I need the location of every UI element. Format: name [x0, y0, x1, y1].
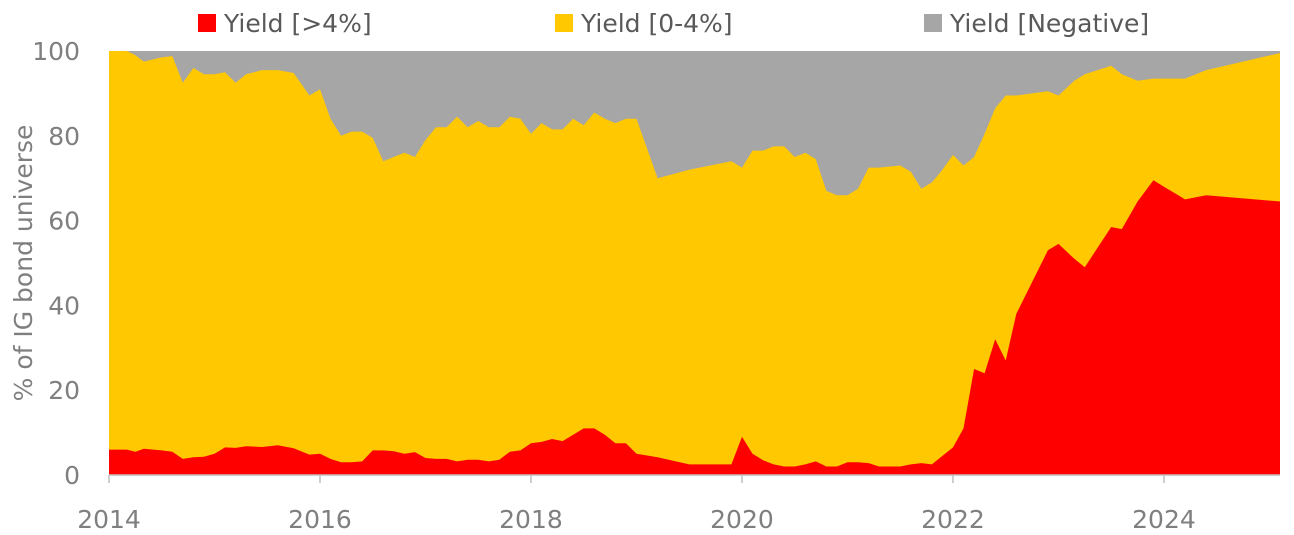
- x-tick-label-2024: 2024: [1132, 505, 1196, 534]
- y-axis-ticks: 0 20 40 60 80 100: [32, 37, 80, 490]
- y-tick-label-0: 0: [64, 461, 80, 490]
- legend-swatch-red: [198, 14, 216, 32]
- y-tick-label-40: 40: [48, 291, 80, 320]
- plot-areas: [109, 51, 1280, 476]
- legend: Yield [>4%] Yield [0-4%] Yield [Negative…: [198, 9, 1149, 38]
- y-tick-label-100: 100: [32, 37, 80, 66]
- y-tick-label-60: 60: [48, 207, 80, 236]
- legend-item-yield-negative: Yield [Negative]: [924, 9, 1149, 38]
- y-tick-label-20: 20: [48, 376, 80, 405]
- x-tick-label-2018: 2018: [499, 505, 563, 534]
- legend-label-yield-0-4: Yield [0-4%]: [580, 9, 733, 38]
- legend-swatch-yellow: [555, 14, 573, 32]
- x-tick-label-2014: 2014: [77, 505, 141, 534]
- area-yield-above-4: [109, 180, 1280, 476]
- x-tick-label-2020: 2020: [710, 505, 774, 534]
- y-axis-title: % of IG bond universe: [9, 125, 38, 402]
- x-tick-label-2016: 2016: [288, 505, 352, 534]
- legend-swatch-grey: [924, 14, 942, 32]
- x-tick-label-2022: 2022: [921, 505, 985, 534]
- legend-label-yield-above-4: Yield [>4%]: [223, 9, 372, 38]
- x-axis-ticks: 2014 2016 2018 2020 2022 2024: [77, 475, 1196, 534]
- legend-label-yield-negative: Yield [Negative]: [949, 9, 1149, 38]
- legend-item-yield-0-4: Yield [0-4%]: [555, 9, 733, 38]
- y-tick-label-80: 80: [48, 122, 80, 151]
- legend-item-yield-above-4: Yield [>4%]: [198, 9, 372, 38]
